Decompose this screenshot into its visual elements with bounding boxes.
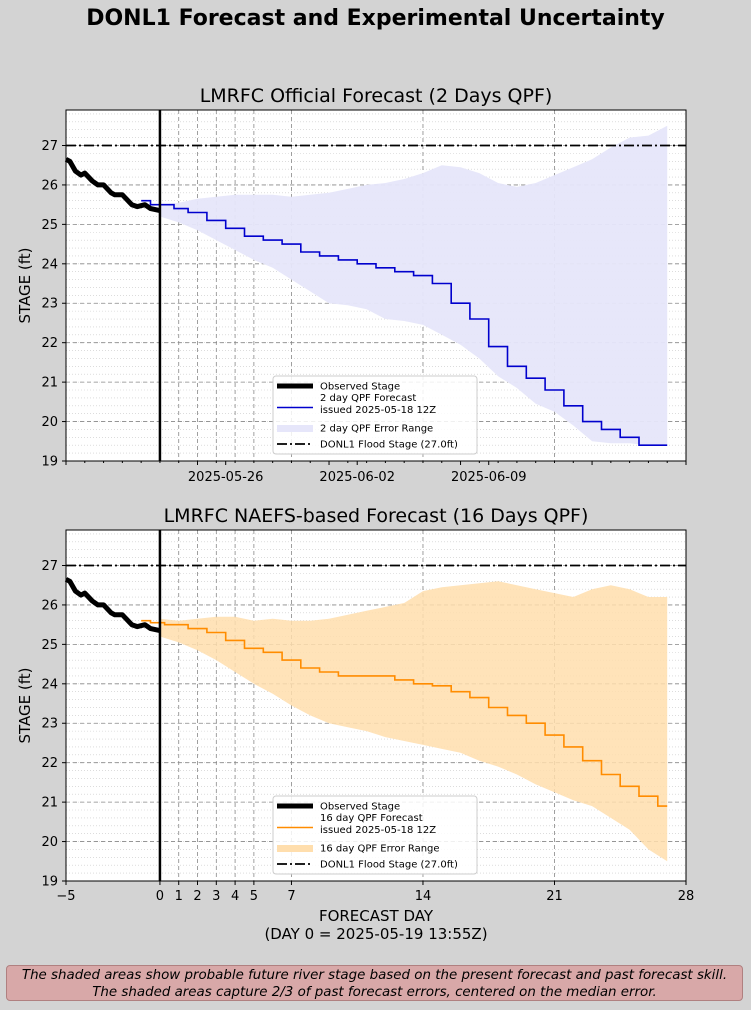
bottom-observed-line: [64, 577, 161, 634]
top-ytick-label: 22: [41, 336, 58, 351]
bottom-chart-title: LMRFC NAEFS-based Forecast (16 Days QPF): [164, 505, 589, 527]
bottom-xtick-label: −5: [56, 889, 75, 904]
bottom-xtick-label: 2: [193, 889, 201, 904]
bottom-plot-frame: [65, 529, 687, 882]
top-xtick-label: 2025-05-26: [188, 470, 264, 485]
bottom-xtick-label: 4: [231, 889, 239, 904]
top-yaxis-label: STAGE (ft): [16, 248, 34, 324]
bottom-legend-band-swatch: [277, 845, 313, 852]
top-legend-flood-label: DONL1 Flood Stage (27.0ft): [320, 440, 458, 451]
bottom-forecast-line: [141, 619, 668, 807]
footer-line-1: The shaded areas show probable future ri…: [21, 968, 728, 983]
top-legend-observed-label: Observed Stage: [320, 382, 400, 393]
top-ytick-label: 26: [41, 178, 58, 193]
top-xtick-label: 2025-06-02: [319, 470, 395, 485]
top-ytick-label: 24: [41, 257, 58, 272]
main-title: DONL1 Forecast and Experimental Uncertai…: [86, 6, 665, 31]
bottom-xtick-label: 28: [678, 889, 695, 904]
top-observed-line: [64, 157, 161, 214]
top-error-band: [159, 125, 668, 446]
bottom-legend-flood-label: DONL1 Flood Stage (27.0ft): [320, 860, 458, 871]
top-ytick-label: 27: [41, 139, 58, 154]
top-ytick-label: 25: [41, 218, 58, 233]
top-ytick-label: 23: [41, 297, 58, 312]
footer-note: The shaded areas show probable future ri…: [6, 965, 743, 1001]
bottom-xtick-label: 1: [175, 889, 183, 904]
bottom-xtick-label: 14: [415, 889, 432, 904]
top-ytick-label: 21: [41, 376, 58, 391]
bottom-ytick-label: 22: [41, 756, 58, 771]
bottom-xtick-label: 21: [546, 889, 563, 904]
top-legend-band-label: 2 day QPF Error Range: [320, 424, 433, 435]
top-chart: 19 20 21 22 23 24 25 26 27 2025-05-26 2025-06-02 20…: [16, 85, 687, 485]
bottom-ytick-label: 26: [41, 598, 58, 613]
bottom-ytick-label: 21: [41, 796, 58, 811]
bottom-ytick-label: 27: [41, 559, 58, 574]
bottom-legend-observed-label: Observed Stage: [320, 802, 400, 813]
top-xtick-label: 2025-06-09: [451, 470, 527, 485]
bottom-ytick-label: 19: [41, 875, 58, 890]
bottom-legend-band-label: 16 day QPF Error Range: [320, 844, 440, 855]
bottom-xtick-label: 3: [212, 889, 220, 904]
bottom-ytick-label: 24: [41, 677, 58, 692]
top-ytick-label: 20: [41, 415, 58, 430]
bottom-legend-forecast-issued: issued 2025-05-18 12Z: [320, 825, 436, 836]
bottom-ytick-label: 20: [41, 835, 58, 850]
bottom-xaxis-label: FORECAST DAY: [319, 907, 434, 925]
top-legend-band-swatch: [277, 425, 313, 432]
top-legend-box: [272, 375, 478, 455]
top-legend-forecast-label: 2 day QPF Forecast: [320, 393, 416, 404]
footer-line-2: The shaded areas capture 2/3 of past for…: [92, 985, 657, 1000]
bottom-error-band: [159, 581, 668, 862]
top-plot-frame: [65, 109, 687, 462]
top-chart-title: LMRFC Official Forecast (2 Days QPF): [200, 85, 553, 107]
bottom-ytick-label: 25: [41, 638, 58, 653]
bottom-xtick-label: 0: [156, 889, 164, 904]
bottom-xaxis-sublabel: (DAY 0 = 2025-05-19 13:55Z): [264, 925, 487, 943]
bottom-xtick-label: 5: [250, 889, 258, 904]
top-forecast-line: [141, 199, 668, 446]
bottom-legend-box: [272, 795, 478, 875]
bottom-yaxis-label: STAGE (ft): [16, 668, 34, 744]
bottom-ytick-label: 23: [41, 717, 58, 732]
top-ytick-label: 19: [41, 455, 58, 470]
bottom-legend-forecast-label: 16 day QPF Forecast: [320, 813, 423, 824]
top-legend-forecast-issued: issued 2025-05-18 12Z: [320, 405, 436, 416]
bottom-xtick-label: 7: [287, 889, 295, 904]
